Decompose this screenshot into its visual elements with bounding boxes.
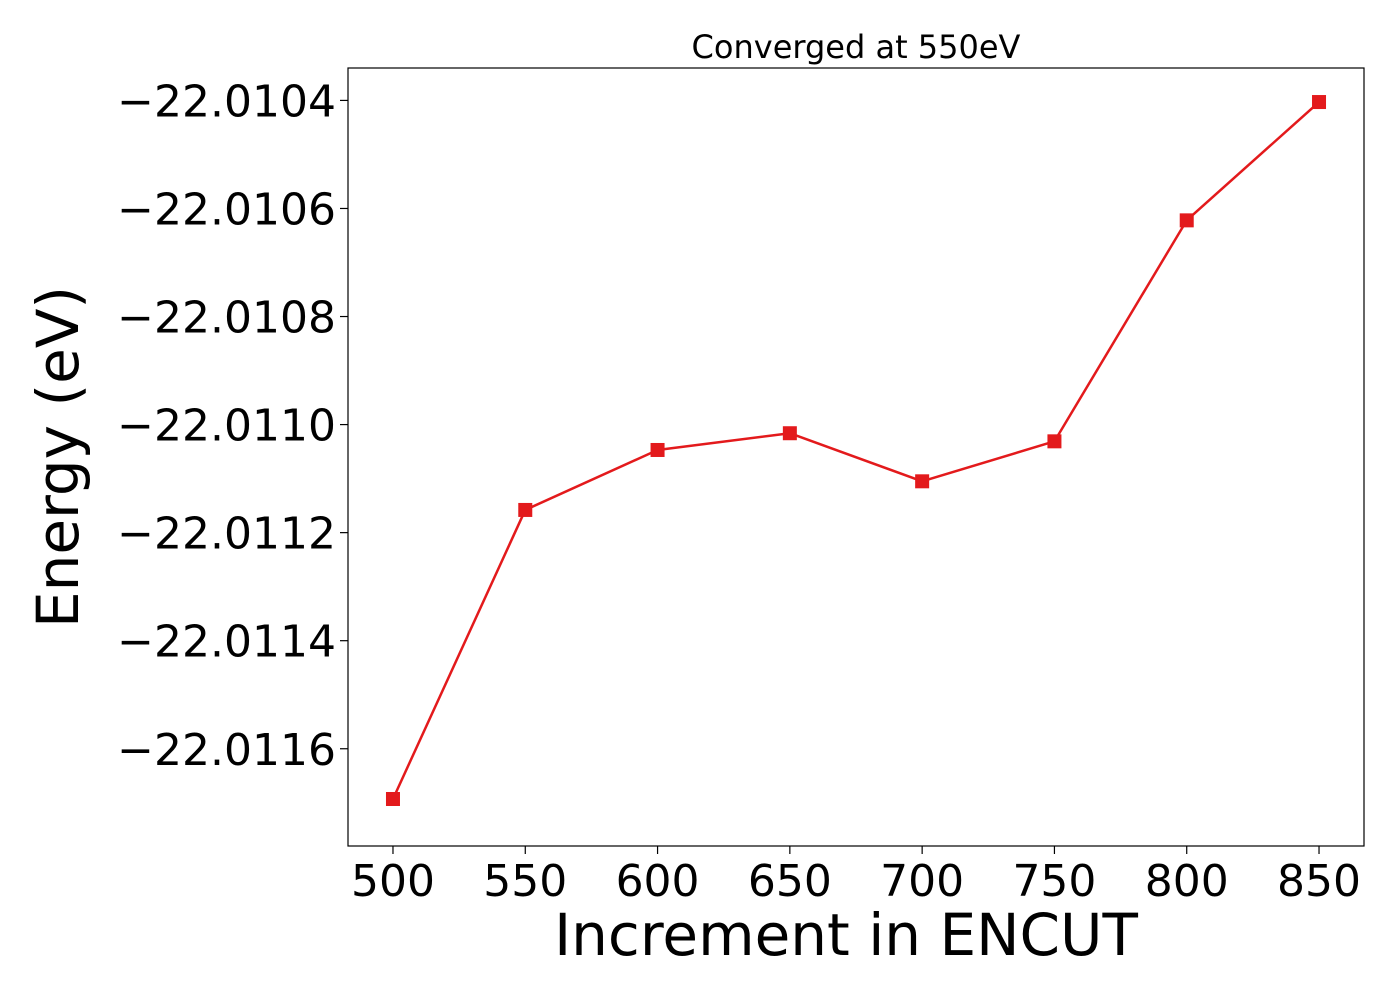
data-point-marker [1047,434,1062,449]
data-point-marker [650,442,665,457]
y-tick-label: −22.0108 [117,293,336,344]
y-axis-label: Energy (eV) [24,286,92,628]
data-point-marker [518,502,533,517]
data-point-marker [1312,95,1327,110]
data-point-marker [915,474,930,489]
data-point-marker [782,426,797,441]
y-tick-label: −22.0110 [117,401,336,452]
y-tick-label: −22.0116 [117,725,336,776]
data-point-marker [1179,213,1194,228]
y-tick-label: −22.0112 [117,509,336,560]
y-tick-label: −22.0104 [117,76,336,127]
y-tick-label: −22.0106 [117,184,336,235]
plot-frame [347,67,1365,847]
y-axis: −22.0104 −22.0106 −22.0108 −22.0110 −22.0112… [117,76,348,776]
x-tick-label: 500 [351,856,435,907]
chart-title: Converged at 550eV [692,28,1021,66]
x-tick-label: 750 [1012,856,1096,907]
x-tick-label: 800 [1145,856,1229,907]
x-tick-label: 700 [880,856,964,907]
x-tick-label: 600 [616,856,700,907]
data-point-marker [385,791,400,806]
x-axis: 500 550 600 650 700 750 800 850 [351,846,1361,907]
plot-area [385,95,1327,806]
x-tick-label: 850 [1277,856,1361,907]
x-tick-label: 550 [483,856,567,907]
x-tick-label: 650 [748,856,832,907]
series-line [391,101,1320,800]
x-axis-label: Increment in ENCUT [554,901,1138,969]
y-tick-label: −22.0114 [117,617,336,668]
